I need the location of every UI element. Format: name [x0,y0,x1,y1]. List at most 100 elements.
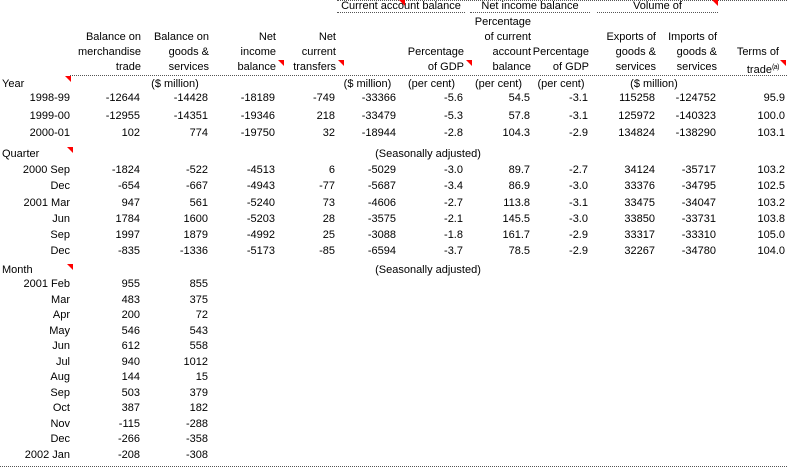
cell[interactable] [657,324,718,340]
cell[interactable]: 558 [189,340,208,353]
cell[interactable]: 104.0 [757,245,785,258]
cell[interactable] [398,355,465,371]
column-header[interactable]: Percentage of current account balance [474,16,531,73]
cell[interactable]: 28 [322,212,335,225]
cell[interactable]: -358 [185,433,208,446]
cell[interactable] [657,308,718,324]
cell[interactable]: -12955 [105,109,140,122]
column-header[interactable]: Balance on goods & services [153,31,209,73]
cell[interactable] [277,401,337,417]
units-cell[interactable]: (per cent) [537,78,585,90]
cell[interactable]: -308 [185,449,208,462]
cell[interactable]: 6 [328,164,335,176]
cell[interactable] [718,386,787,402]
cell[interactable] [532,401,590,417]
row-label[interactable]: 2000-01 [29,127,70,139]
cell[interactable] [210,277,277,293]
row-label[interactable]: Aug [50,371,70,384]
cell[interactable]: -34795 [681,180,716,193]
cell[interactable] [532,277,590,293]
cell[interactable] [657,417,718,433]
cell[interactable]: -749 [312,92,335,104]
cell[interactable]: 102.5 [757,180,785,193]
cell[interactable]: -2.7 [569,164,588,176]
cell[interactable]: 612 [121,340,140,353]
group-header-net-income-balance[interactable]: Net income balance [470,0,590,13]
cell[interactable] [465,386,532,402]
row-label[interactable]: Oct [52,402,70,415]
cell[interactable]: 161.7 [502,229,530,242]
cell[interactable]: -4992 [246,229,275,242]
cell[interactable] [532,308,590,324]
cell[interactable]: -3.7 [444,245,463,258]
cell[interactable]: -522 [185,164,208,176]
cell[interactable]: -4513 [246,164,275,176]
units-cell[interactable]: ($ million) [343,78,392,90]
cell[interactable] [590,324,657,340]
units-cell[interactable]: ($ million) [630,78,678,90]
cell[interactable]: -4606 [367,196,396,209]
cell[interactable]: -138290 [675,127,716,139]
cell[interactable]: 1997 [115,229,140,242]
cell[interactable]: -85 [319,245,335,258]
cell[interactable] [718,432,787,448]
cell[interactable] [398,386,465,402]
cell[interactable]: -140323 [675,109,716,122]
units-cell[interactable]: (per cent) [407,78,456,90]
group-header-current-account-balance[interactable]: Current account balance [337,0,465,13]
cell[interactable]: 73 [322,196,335,209]
cell[interactable]: -3.0 [569,212,588,225]
cell[interactable] [532,355,590,371]
cell[interactable]: -34780 [681,245,716,258]
cell[interactable]: 375 [189,293,208,306]
row-label[interactable]: Nov [50,417,70,430]
row-label[interactable]: 1999-00 [29,109,70,122]
column-header[interactable]: Percentage of GDP [398,15,472,75]
cell[interactable] [398,293,465,309]
cell[interactable]: 387 [121,402,140,415]
cell[interactable]: -3.0 [569,180,588,193]
cell[interactable]: -33310 [681,229,716,242]
cell[interactable]: -3.1 [569,196,588,209]
cell[interactable]: -18189 [240,92,275,104]
cell[interactable]: 940 [121,355,140,368]
comment-marker-icon[interactable] [67,147,73,153]
comment-marker-icon[interactable] [278,60,284,66]
cell[interactable]: 72 [195,309,208,322]
cell[interactable]: 100.0 [757,109,785,122]
units-cell[interactable]: (per cent) [474,78,523,90]
cell[interactable]: -5173 [246,245,275,258]
cell[interactable] [277,355,337,371]
cell[interactable]: -18944 [361,127,396,139]
cell[interactable] [590,370,657,386]
cell[interactable] [465,277,532,293]
comment-marker-icon[interactable] [65,76,71,82]
cell[interactable] [657,370,718,386]
cell[interactable] [277,308,337,324]
cell[interactable]: -266 [117,433,140,446]
cell[interactable] [337,277,398,293]
comment-marker-icon[interactable] [712,0,718,6]
cell[interactable] [657,448,718,464]
cell[interactable]: -5203 [246,212,275,225]
cell[interactable]: 103.2 [757,164,785,176]
cell[interactable]: -35717 [681,164,716,176]
cell[interactable]: 125972 [618,109,655,122]
column-header[interactable]: Net current transfers [277,15,344,75]
cell[interactable] [398,339,465,355]
cell[interactable] [337,324,398,340]
cell[interactable]: -1336 [179,245,208,258]
row-label[interactable]: 2001 Mar [23,196,70,209]
cell[interactable] [465,339,532,355]
cell[interactable] [532,448,590,464]
cell[interactable] [398,401,465,417]
cell[interactable] [277,277,337,293]
comment-marker-icon[interactable] [67,264,73,270]
cell[interactable] [465,293,532,309]
cell[interactable]: 145.5 [502,212,530,225]
cell[interactable]: 32 [322,127,335,139]
cell[interactable]: 32267 [624,245,655,258]
cell[interactable]: -115 [118,417,140,430]
cell[interactable] [590,448,657,464]
cell[interactable] [657,401,718,417]
